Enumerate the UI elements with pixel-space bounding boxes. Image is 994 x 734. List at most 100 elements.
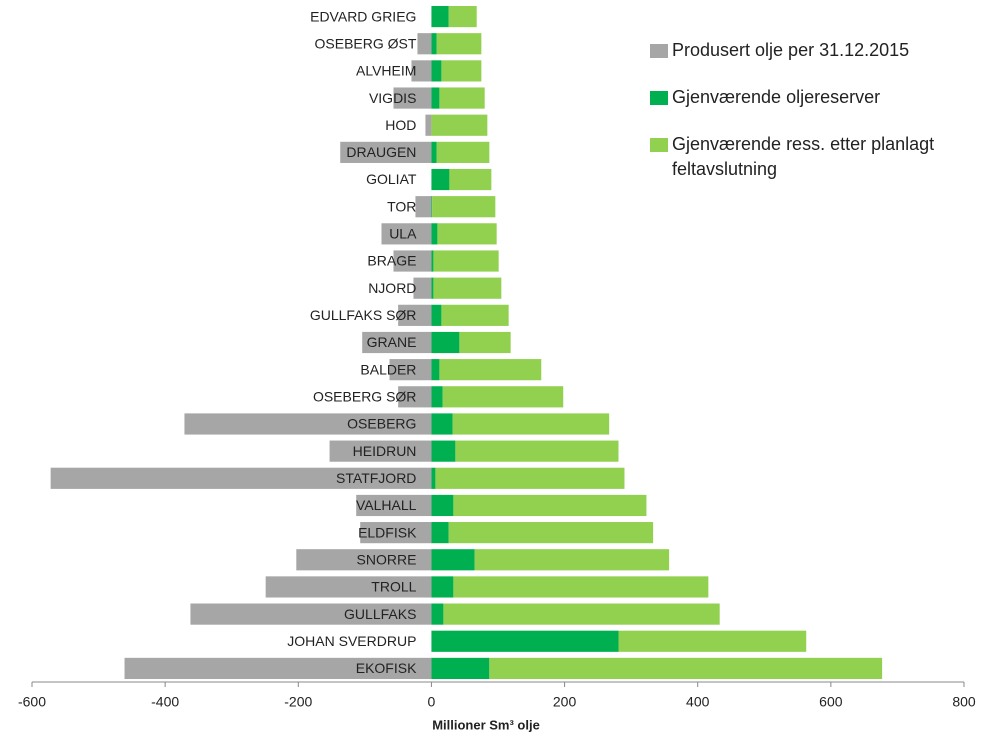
bar bbox=[448, 522, 654, 544]
legend-label: Produsert olje per 31.12.2015 bbox=[672, 40, 910, 60]
bar bbox=[432, 196, 496, 218]
category-label: ULA bbox=[389, 226, 417, 242]
bar bbox=[431, 657, 490, 680]
bar bbox=[442, 386, 564, 408]
bar bbox=[453, 494, 647, 517]
category-label: EKOFISK bbox=[356, 660, 417, 676]
bar bbox=[190, 603, 432, 625]
legend: Produsert olje per 31.12.2015 Gjenværende… bbox=[650, 38, 970, 204]
x-axis-title: Millioner Sm³ olje bbox=[432, 717, 540, 732]
category-label: TOR bbox=[387, 198, 416, 214]
category-label: EDVARD GRIEG bbox=[310, 8, 416, 24]
legend-item: Gjenværende oljereserver bbox=[650, 85, 970, 110]
category-label: GOLIAT bbox=[366, 171, 417, 187]
bar bbox=[431, 277, 434, 299]
category-label: VIGDIS bbox=[369, 90, 416, 106]
category-label: ELDFISK bbox=[358, 524, 417, 540]
bar bbox=[433, 277, 502, 299]
category-label: GULLFAKS bbox=[344, 606, 416, 622]
bar bbox=[431, 60, 442, 82]
bar bbox=[439, 359, 542, 381]
bar bbox=[436, 141, 490, 163]
legend-swatch bbox=[650, 91, 668, 105]
bar bbox=[431, 603, 444, 625]
category-label: BRAGE bbox=[367, 253, 416, 269]
category-label: VALHALL bbox=[356, 497, 417, 513]
legend-label: Gjenværende ress. etter planlagt feltavs… bbox=[672, 134, 935, 179]
category-label: DRAUGEN bbox=[346, 144, 416, 160]
bar bbox=[415, 196, 432, 218]
legend-item: Produsert olje per 31.12.2015 bbox=[650, 38, 970, 63]
x-tick-label: -600 bbox=[18, 694, 46, 710]
legend-swatch bbox=[650, 44, 668, 58]
x-tick-label: 0 bbox=[428, 694, 436, 710]
bar bbox=[398, 386, 432, 408]
category-label: JOHAN SVERDRUP bbox=[287, 633, 416, 649]
category-label: SNORRE bbox=[357, 551, 417, 567]
category-label: STATFJORD bbox=[336, 470, 416, 486]
x-tick-label: -200 bbox=[284, 694, 312, 710]
bar bbox=[356, 494, 432, 517]
category-label: BALDER bbox=[360, 361, 416, 377]
bar bbox=[431, 168, 450, 191]
bar bbox=[441, 304, 509, 326]
bar bbox=[184, 413, 432, 435]
bar bbox=[381, 223, 432, 245]
bar bbox=[431, 223, 438, 245]
bar bbox=[362, 331, 432, 354]
legend-swatch bbox=[650, 138, 668, 152]
bar bbox=[431, 440, 456, 462]
bar bbox=[489, 657, 883, 680]
x-tick-label: 800 bbox=[952, 694, 976, 710]
bar bbox=[431, 5, 449, 28]
bar bbox=[413, 277, 432, 299]
bar bbox=[425, 114, 432, 136]
bar bbox=[431, 141, 437, 163]
bar bbox=[393, 87, 432, 109]
bar bbox=[449, 168, 492, 191]
bar bbox=[431, 196, 433, 218]
bar bbox=[431, 359, 440, 381]
legend-item: Gjenværende ress. etter planlagt feltavs… bbox=[650, 132, 970, 182]
bar bbox=[431, 33, 437, 55]
bar bbox=[443, 603, 720, 625]
bar bbox=[417, 33, 432, 55]
bar bbox=[265, 576, 432, 598]
bar bbox=[453, 576, 709, 598]
bar bbox=[431, 87, 440, 109]
bar bbox=[431, 549, 475, 571]
category-label: OSEBERG SØR bbox=[313, 389, 416, 405]
bar bbox=[398, 304, 432, 326]
bar bbox=[452, 413, 610, 435]
bar bbox=[439, 87, 485, 109]
bar bbox=[329, 440, 432, 462]
bar bbox=[340, 141, 432, 163]
bar bbox=[431, 331, 460, 354]
bar bbox=[431, 494, 454, 517]
category-label: HEIDRUN bbox=[353, 443, 417, 459]
bar bbox=[455, 440, 619, 462]
bar bbox=[431, 522, 449, 544]
category-label: ALVHEIM bbox=[356, 63, 416, 79]
category-label: NJORD bbox=[368, 280, 416, 296]
category-label: TROLL bbox=[371, 579, 416, 595]
x-tick-label: 200 bbox=[553, 694, 577, 710]
bar bbox=[431, 467, 436, 489]
bar bbox=[435, 467, 625, 489]
category-label: GRANE bbox=[367, 334, 417, 350]
x-tick-label: 400 bbox=[686, 694, 710, 710]
bar bbox=[296, 549, 432, 571]
category-label: OSEBERG ØST bbox=[315, 35, 417, 51]
legend-label: Gjenværende oljereserver bbox=[672, 87, 881, 107]
bar bbox=[441, 60, 482, 82]
bar bbox=[431, 114, 488, 136]
category-label: OSEBERG bbox=[347, 416, 416, 432]
bar bbox=[411, 60, 432, 82]
bar bbox=[431, 413, 453, 435]
bar bbox=[360, 522, 432, 544]
bar bbox=[431, 304, 442, 326]
bar bbox=[474, 549, 670, 571]
bar bbox=[437, 223, 497, 245]
